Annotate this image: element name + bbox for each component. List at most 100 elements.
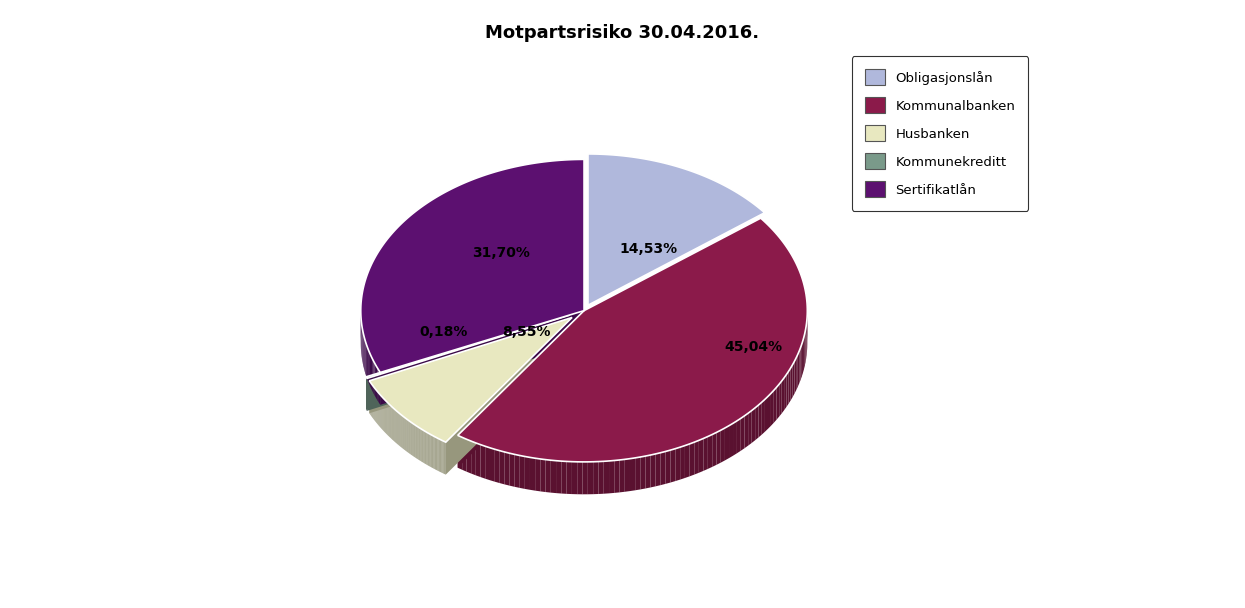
Polygon shape	[540, 459, 545, 492]
Polygon shape	[756, 405, 758, 440]
Polygon shape	[651, 454, 656, 488]
Polygon shape	[645, 455, 651, 488]
Polygon shape	[764, 396, 768, 432]
Polygon shape	[377, 368, 378, 402]
Polygon shape	[666, 450, 671, 484]
Polygon shape	[698, 438, 703, 473]
Polygon shape	[476, 443, 481, 477]
Polygon shape	[777, 384, 779, 420]
Polygon shape	[787, 371, 788, 407]
Polygon shape	[725, 426, 730, 460]
Polygon shape	[741, 416, 745, 451]
Polygon shape	[571, 461, 578, 494]
Polygon shape	[758, 402, 762, 437]
Polygon shape	[481, 444, 486, 478]
Polygon shape	[771, 390, 774, 426]
Polygon shape	[793, 361, 794, 397]
Polygon shape	[784, 375, 787, 410]
Polygon shape	[690, 442, 695, 476]
Polygon shape	[367, 315, 570, 411]
Polygon shape	[370, 317, 573, 442]
Legend: Obligasjonslån, Kommunalbanken, Husbanken, Kommunekreditt, Sertifikatlån: Obligasjonslån, Kommunalbanken, Husbanke…	[852, 56, 1028, 210]
Polygon shape	[504, 452, 509, 486]
Polygon shape	[380, 311, 584, 405]
Polygon shape	[378, 370, 380, 405]
Polygon shape	[799, 347, 801, 383]
Polygon shape	[717, 430, 721, 465]
Polygon shape	[467, 440, 471, 474]
Polygon shape	[486, 446, 491, 480]
Polygon shape	[656, 453, 661, 486]
Text: Motpartsrisiko 30.04.2016.: Motpartsrisiko 30.04.2016.	[486, 24, 759, 43]
Polygon shape	[791, 365, 793, 400]
Polygon shape	[620, 460, 625, 492]
Polygon shape	[671, 449, 675, 483]
Polygon shape	[588, 154, 764, 305]
Polygon shape	[708, 435, 712, 469]
Polygon shape	[748, 410, 752, 446]
Polygon shape	[366, 315, 570, 378]
Polygon shape	[604, 461, 609, 494]
Polygon shape	[535, 458, 540, 491]
Polygon shape	[737, 418, 741, 454]
Polygon shape	[752, 408, 756, 443]
Polygon shape	[730, 423, 733, 458]
Polygon shape	[375, 363, 376, 398]
Polygon shape	[593, 461, 599, 494]
Polygon shape	[566, 461, 571, 494]
Polygon shape	[774, 387, 777, 423]
Polygon shape	[530, 457, 535, 491]
Polygon shape	[599, 461, 604, 494]
Polygon shape	[794, 358, 797, 393]
Polygon shape	[768, 393, 771, 429]
Polygon shape	[376, 365, 377, 400]
Polygon shape	[366, 315, 570, 409]
Polygon shape	[361, 159, 584, 373]
Polygon shape	[712, 432, 717, 467]
Polygon shape	[685, 444, 690, 478]
Polygon shape	[675, 447, 680, 481]
Polygon shape	[797, 354, 798, 390]
Polygon shape	[661, 452, 666, 485]
Polygon shape	[733, 421, 737, 456]
Polygon shape	[680, 446, 685, 480]
Text: 45,04%: 45,04%	[725, 340, 782, 354]
Polygon shape	[779, 381, 782, 416]
Text: 31,70%: 31,70%	[472, 246, 530, 260]
Polygon shape	[525, 457, 530, 490]
Polygon shape	[695, 440, 698, 475]
Polygon shape	[745, 413, 748, 448]
Polygon shape	[545, 460, 550, 492]
Polygon shape	[471, 441, 476, 475]
Text: 0,18%: 0,18%	[420, 325, 468, 339]
Polygon shape	[625, 458, 630, 492]
Polygon shape	[550, 460, 557, 493]
Polygon shape	[614, 460, 620, 493]
Polygon shape	[491, 448, 494, 482]
Polygon shape	[721, 428, 725, 463]
Polygon shape	[703, 437, 708, 471]
Polygon shape	[588, 461, 593, 494]
Polygon shape	[446, 317, 573, 475]
Polygon shape	[462, 437, 467, 472]
Polygon shape	[583, 462, 588, 494]
Polygon shape	[578, 462, 583, 494]
Polygon shape	[557, 461, 561, 494]
Polygon shape	[458, 311, 584, 468]
Polygon shape	[640, 456, 645, 489]
Polygon shape	[635, 457, 640, 490]
Polygon shape	[782, 378, 784, 413]
Polygon shape	[370, 317, 573, 413]
Polygon shape	[374, 361, 375, 395]
Polygon shape	[630, 458, 635, 491]
Polygon shape	[458, 218, 807, 462]
Polygon shape	[798, 351, 799, 387]
Polygon shape	[561, 461, 566, 494]
Polygon shape	[609, 460, 614, 493]
Polygon shape	[762, 399, 764, 435]
Polygon shape	[519, 455, 525, 489]
Text: 14,53%: 14,53%	[620, 243, 679, 257]
Polygon shape	[494, 449, 499, 483]
Polygon shape	[509, 453, 514, 487]
Text: 8,55%: 8,55%	[502, 325, 550, 339]
